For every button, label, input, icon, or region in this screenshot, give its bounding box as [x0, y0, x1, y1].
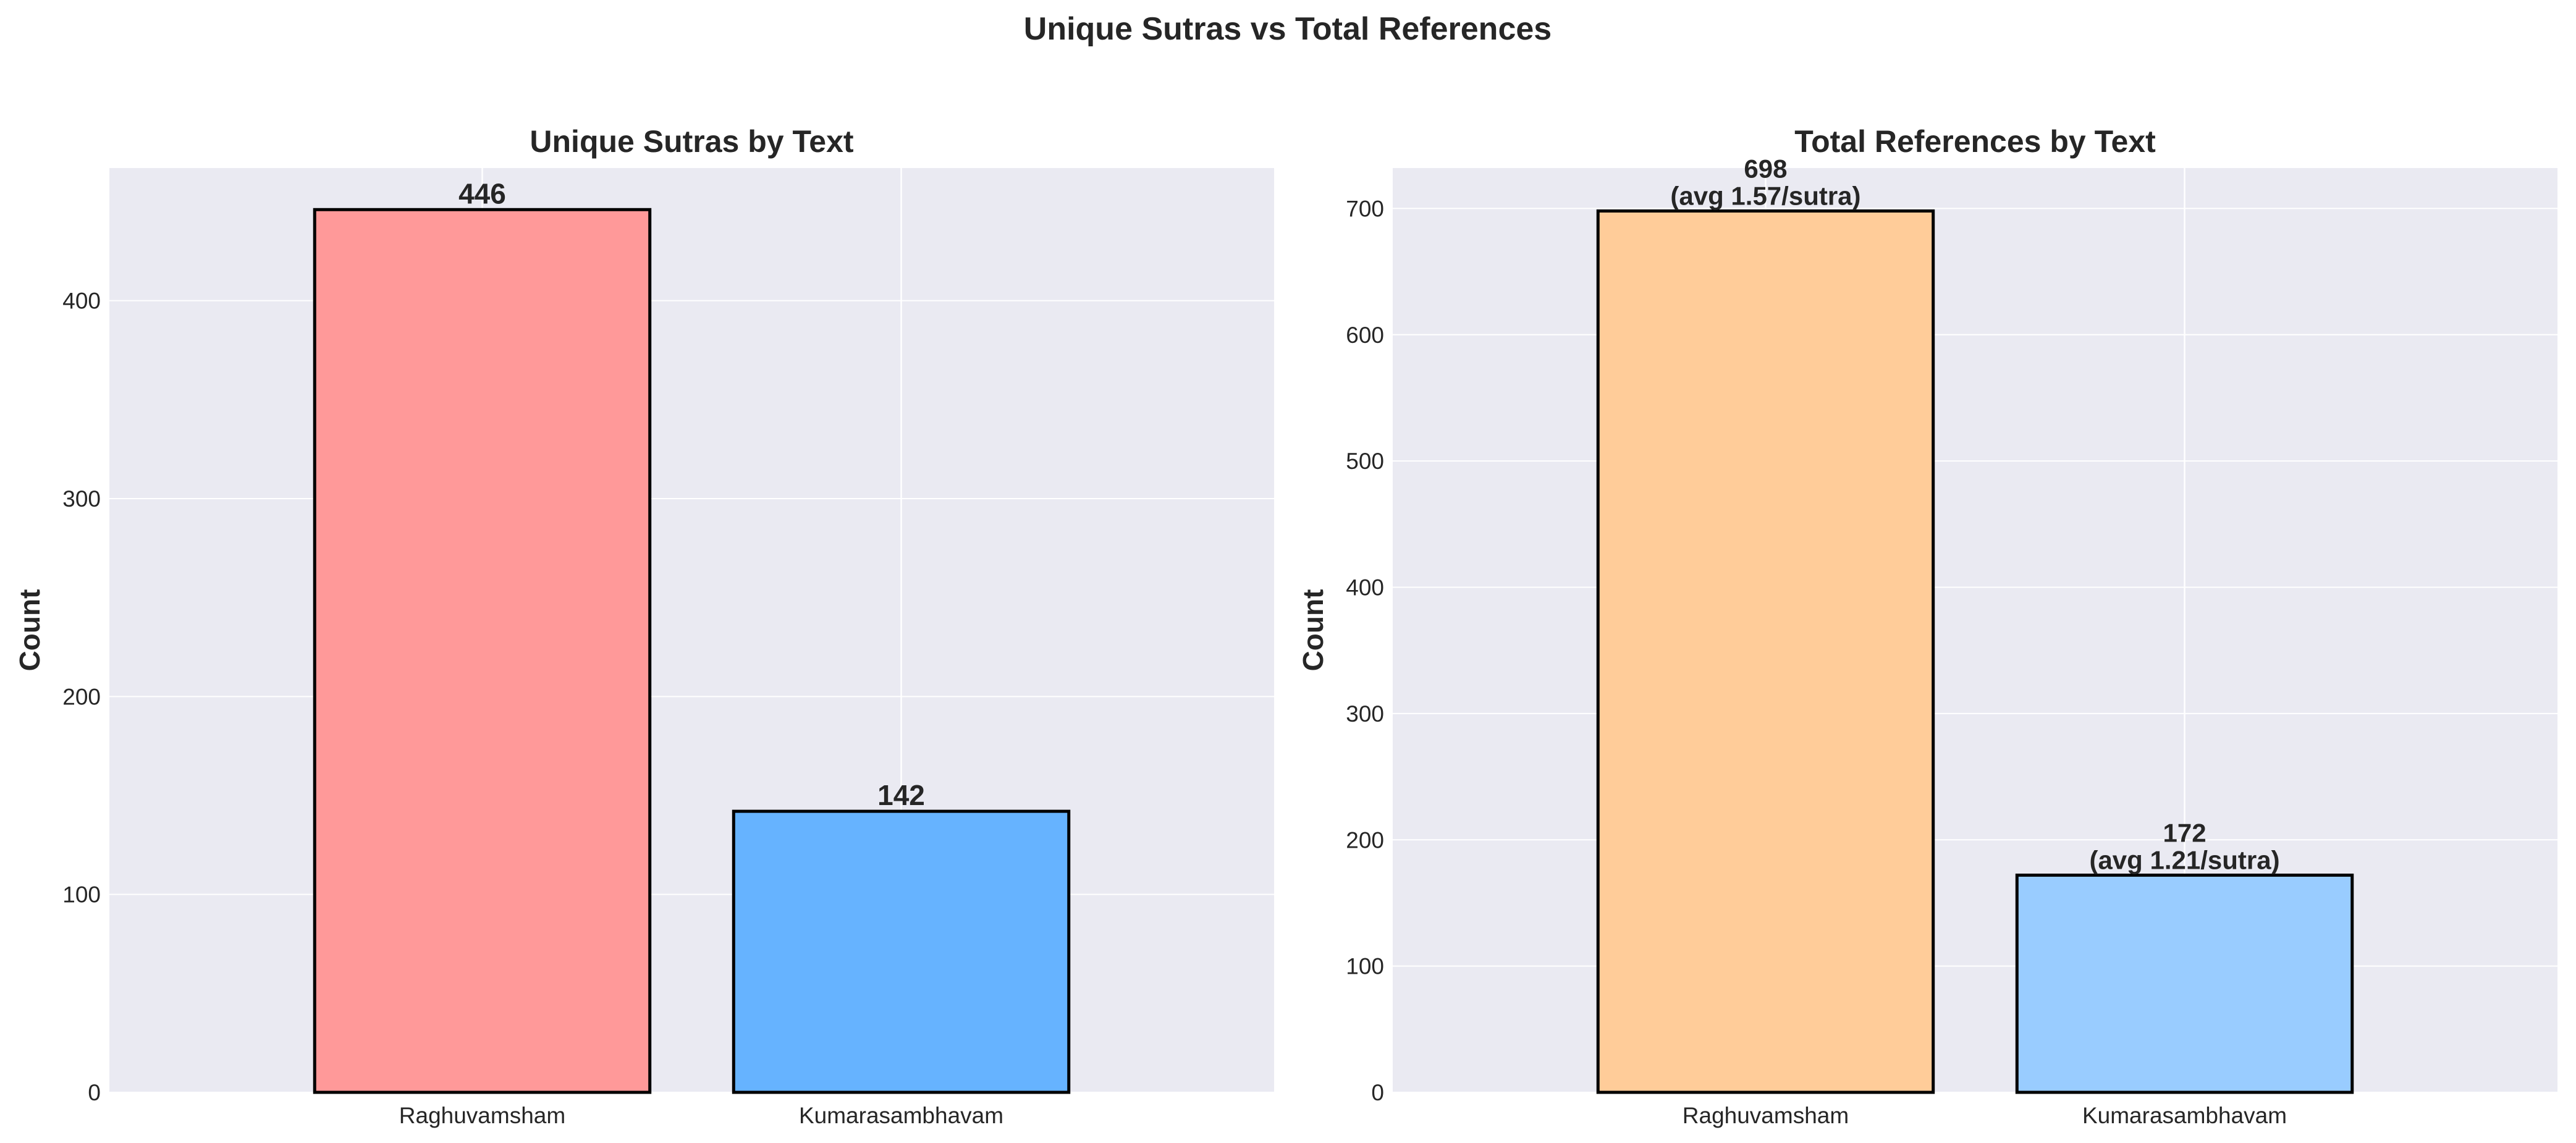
bar-data-label: 446	[458, 177, 506, 209]
bar-data-label: 172 (avg 1.21/sutra)	[2089, 818, 2279, 874]
y-tick-label: 100	[62, 882, 101, 908]
y-tick-label: 200	[62, 684, 101, 709]
plot-area	[109, 168, 1274, 1092]
plot-area	[1393, 168, 2557, 1092]
y-tick-label: 600	[1346, 323, 1384, 348]
y-tick-label: 400	[62, 289, 101, 314]
y-axis-label: Count	[1297, 589, 1329, 672]
chart-panel-unique-sutras: 446 Raghuvamsham 142 Kumarasambhavam 0 100 200…	[14, 124, 1274, 1128]
y-tick-label: 400	[1346, 575, 1384, 601]
bar-raghuvamsham	[1596, 209, 1935, 1094]
bar-raghuvamsham	[313, 208, 652, 1094]
y-tick-label: 100	[1346, 954, 1384, 979]
data-label-value: 172	[2163, 818, 2206, 847]
bar-kumarasambhavam	[732, 809, 1071, 1094]
subplot-title-unique-sutras-by-text: Unique Sutras by Text	[530, 124, 854, 159]
data-label-value: 698	[1744, 154, 1787, 183]
y-tick-label: 500	[1346, 449, 1384, 474]
y-axis-label: Count	[14, 589, 46, 672]
x-tick-label: Kumarasambhavam	[799, 1103, 1003, 1128]
figure-title: Unique Sutras vs Total References	[1024, 11, 1552, 47]
y-tick-label: 200	[1346, 827, 1384, 853]
bar-data-label: 698 (avg 1.57/sutra)	[1670, 154, 1860, 210]
x-tick-label: Raghuvamsham	[1683, 1103, 1849, 1128]
y-tick-label: 300	[62, 486, 101, 512]
x-tick-label: Raghuvamsham	[399, 1103, 565, 1128]
bar-data-label: 142	[877, 779, 925, 811]
data-label-average: (avg 1.21/sutra)	[2089, 845, 2279, 874]
subplot-title-total-references-by-text: Total References by Text	[1794, 124, 2156, 159]
y-tick-label: 0	[1371, 1080, 1384, 1105]
y-tick-label: 700	[1346, 196, 1384, 221]
bar-kumarasambhavam	[2015, 873, 2354, 1094]
y-tick-label: 300	[1346, 701, 1384, 727]
x-tick-label: Kumarasambhavam	[2082, 1103, 2287, 1128]
y-tick-label: 0	[88, 1080, 101, 1105]
data-label-average: (avg 1.57/sutra)	[1670, 181, 1860, 210]
